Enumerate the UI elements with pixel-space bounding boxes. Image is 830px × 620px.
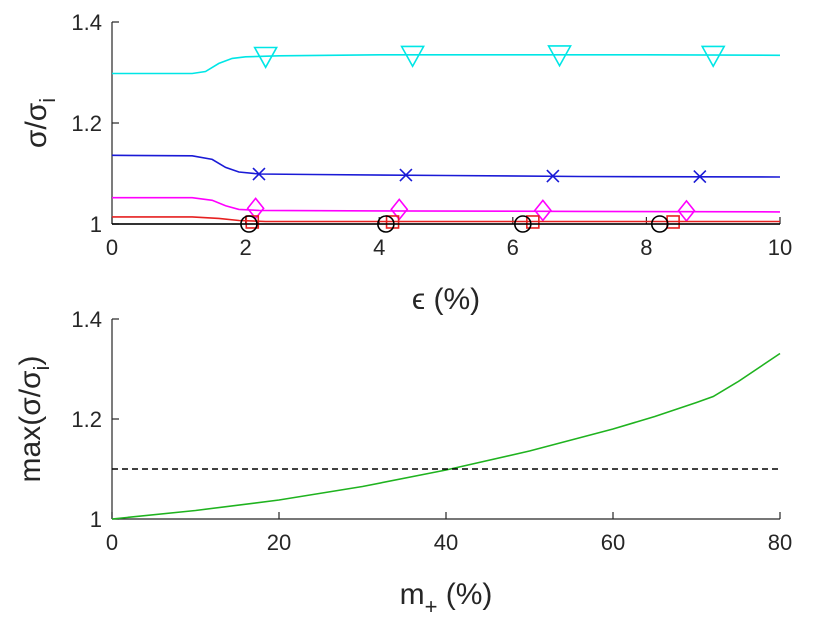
y-tick-label: 1	[90, 507, 102, 532]
y-tick-label: 1.4	[71, 10, 102, 35]
x-tick-label: 4	[373, 235, 385, 260]
x-tick-label: 8	[640, 235, 652, 260]
marker-triangle-down	[547, 45, 572, 68]
top-y-axis-label: σ/σi	[20, 98, 60, 148]
marker-triangle-down	[700, 45, 726, 68]
series-square-series	[112, 215, 780, 229]
series-line-triangle-series	[112, 53, 781, 75]
y-tick-label: 1.2	[71, 111, 102, 136]
x-tick-label: 2	[239, 235, 251, 260]
marker-circle	[514, 215, 532, 233]
bottom-panel: 0 20 40 60 80 1 1.2 1.4 m+ (%) max(σ/σi)	[14, 307, 792, 619]
series-line-square-series	[112, 216, 780, 223]
x-tick-label: 40	[434, 530, 458, 555]
top-panel: 0 2 4 6 8 10 1 1.2 1.4 ϵ (%) σ/σi	[20, 10, 792, 316]
x-tick-label: 0	[106, 235, 118, 260]
marker-circle	[377, 215, 395, 233]
marker-triangle-down	[253, 46, 278, 69]
marker-x	[693, 169, 707, 184]
series-line-diamond-series	[112, 196, 781, 213]
marker-x	[546, 169, 560, 183]
marker-circle	[240, 215, 258, 233]
x-tick-label: 20	[267, 530, 291, 555]
marker-triangle-down	[400, 45, 425, 68]
bottom-x-axis-label: m+ (%)	[400, 578, 493, 619]
top-x-axis-label: ϵ (%)	[412, 283, 480, 316]
series-circle-series	[112, 215, 780, 233]
bottom-y-axis-label: max(σ/σi)	[14, 356, 54, 483]
marker-square	[526, 215, 540, 229]
marker-circle	[650, 215, 669, 233]
marker-x	[399, 168, 413, 182]
marker-x	[252, 167, 266, 181]
y-tick-label: 1.4	[71, 307, 102, 332]
series-line-max-ratio	[111, 352, 781, 520]
series-line-x-series	[111, 154, 781, 178]
x-tick-label: 80	[768, 530, 792, 555]
series-max-ratio	[111, 352, 781, 520]
x-tick-label: 60	[601, 530, 625, 555]
series-x-series	[111, 154, 781, 184]
x-tick-label: 6	[507, 235, 519, 260]
y-tick-label: 1	[90, 212, 102, 237]
x-tick-label: 0	[106, 530, 118, 555]
marker-diamond	[533, 199, 552, 222]
series-triangle-series	[112, 45, 781, 75]
x-tick-label: 10	[768, 235, 792, 260]
y-tick-label: 1.2	[71, 407, 102, 432]
